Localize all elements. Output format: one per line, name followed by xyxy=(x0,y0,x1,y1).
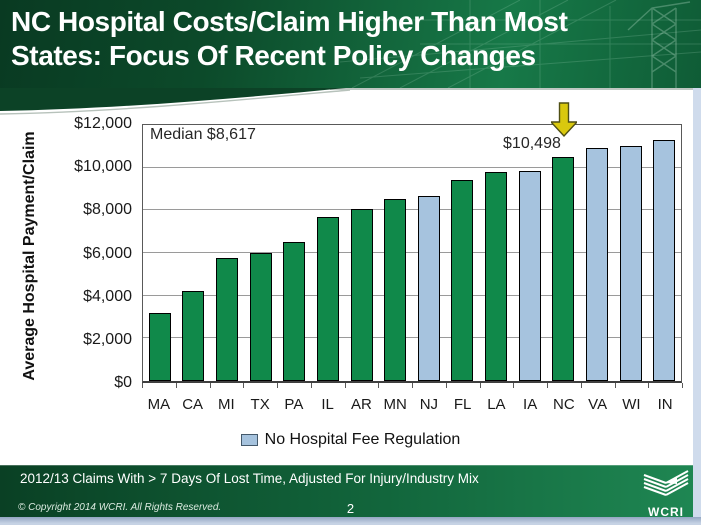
bar-fl xyxy=(451,180,474,381)
x-label-fl: FL xyxy=(453,396,472,413)
bar-ia xyxy=(518,170,541,381)
slide-title-line2: States: Focus Of Recent Policy Changes xyxy=(11,40,536,71)
bar-la xyxy=(485,171,508,381)
x-label-ar: AR xyxy=(350,396,372,413)
bar-ma xyxy=(148,312,171,381)
x-label-nc: NC xyxy=(553,396,575,413)
x-label-tx: TX xyxy=(250,396,270,413)
x-label-mi: MI xyxy=(218,396,235,413)
x-label-nj: NJ xyxy=(419,396,439,413)
x-axis-labels: MA CA MI TX PA IL AR MN NJ FL LA IA NC VA WI IN xyxy=(142,396,682,413)
x-tick-mark xyxy=(412,383,413,388)
x-label-pa: PA xyxy=(284,396,304,413)
bar-ca xyxy=(182,291,205,381)
x-tick-mark xyxy=(479,383,481,388)
x-label-il: IL xyxy=(321,396,334,413)
x-tick-mark xyxy=(243,383,245,388)
bar-il xyxy=(316,216,339,381)
x-tick-mark xyxy=(310,383,312,388)
gridline-6000 xyxy=(143,252,681,253)
legend-label: No Hospital Fee Regulation xyxy=(264,431,461,448)
gridline-10000 xyxy=(143,166,681,168)
x-tick-mark xyxy=(547,383,548,388)
x-tick-mark xyxy=(209,383,211,388)
x-tick-mark xyxy=(175,383,177,388)
chart-legend: No Hospital Fee Regulation xyxy=(0,431,701,449)
x-label-in: IN xyxy=(657,396,673,413)
bar-pa xyxy=(283,242,306,381)
slide-right-edge xyxy=(693,88,701,517)
bar-va xyxy=(585,148,608,381)
y-tick-label-4000: $4,000 xyxy=(83,287,132,305)
x-tick-mark xyxy=(142,383,143,388)
x-tick-mark xyxy=(344,383,346,388)
gridline-4000 xyxy=(143,294,681,296)
x-label-ca: CA xyxy=(182,396,204,413)
bar-mn xyxy=(384,198,407,381)
page-number: 2 xyxy=(346,501,355,516)
x-tick-mark xyxy=(682,383,683,388)
bars-row xyxy=(143,125,681,381)
slide-title-line1: NC Hospital Costs/Claim Higher Than Most xyxy=(11,6,568,37)
y-tick-label-2000: $2,000 xyxy=(83,330,132,348)
gridline-2000 xyxy=(143,337,681,339)
slide-title: NC Hospital Costs/Claim Higher Than Most… xyxy=(11,5,568,73)
gridline-8000 xyxy=(143,209,681,211)
slide-bottom-edge xyxy=(0,517,701,525)
footer-banner: 2012/13 Claims With > 7 Days Of Lost Tim… xyxy=(0,465,701,522)
x-axis-ticks xyxy=(142,383,683,389)
footnote-text: 2012/13 Claims With > 7 Days Of Lost Tim… xyxy=(20,471,479,486)
x-label-la: LA xyxy=(487,396,506,413)
bar-mi xyxy=(216,258,239,381)
bar-wi xyxy=(619,146,642,381)
y-tick-label-8000: $8,000 xyxy=(83,201,132,219)
plot-area xyxy=(142,124,682,383)
bar-ar xyxy=(350,209,373,381)
y-tick-label-12000: $12,000 xyxy=(74,115,132,132)
bar-tx xyxy=(249,253,272,381)
x-tick-mark xyxy=(378,383,380,388)
bar-in xyxy=(653,139,676,381)
x-tick-mark xyxy=(580,383,582,388)
bar-nc xyxy=(552,157,575,381)
x-tick-mark xyxy=(445,383,447,388)
header-shadow-line xyxy=(330,88,701,90)
legend-swatch-no-fee-regulation xyxy=(240,434,258,446)
x-tick-mark xyxy=(513,383,515,388)
x-tick-mark xyxy=(648,383,650,388)
y-tick-label-6000: $6,000 xyxy=(83,244,132,262)
y-axis-tick-labels: $12,000 $10,000 $8,000 $6,000 $4,000 $2,000 $0 xyxy=(0,0,132,420)
header-swoosh-curve xyxy=(0,88,351,115)
copyright-text: © Copyright 2014 WCRI. All Rights Reserv… xyxy=(18,502,222,513)
x-label-ia: IA xyxy=(523,396,538,413)
wcri-logo-icon xyxy=(643,470,689,496)
x-tick-mark xyxy=(277,383,278,388)
y-tick-label-10000: $10,000 xyxy=(74,158,132,176)
x-label-wi: WI xyxy=(622,396,641,413)
x-label-mn: MN xyxy=(383,396,407,413)
x-label-va: VA xyxy=(588,396,608,413)
y-tick-label-0: $0 xyxy=(114,374,132,391)
wcri-logo: WCRI xyxy=(642,470,690,522)
x-tick-mark xyxy=(614,383,616,388)
bar-nj xyxy=(417,195,440,381)
x-label-ma: MA xyxy=(147,396,171,413)
